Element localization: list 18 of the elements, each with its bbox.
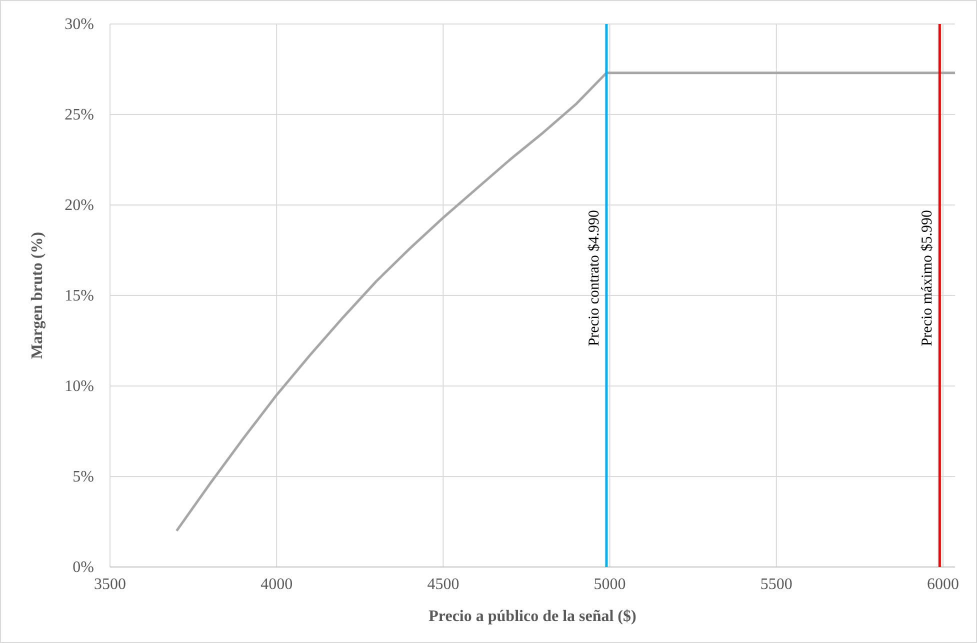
y-axis-title: Margen bruto (%) <box>29 232 46 360</box>
x-tick-label: 3500 <box>94 576 126 593</box>
y-tick-label: 20% <box>64 197 94 214</box>
x-tick-label: 4500 <box>427 576 460 593</box>
ref-line-label: Precio máximo $5.990 <box>920 210 936 346</box>
y-tick-label: 0% <box>72 559 94 576</box>
y-tick-label: 15% <box>64 288 94 304</box>
y-tick-label: 5% <box>72 468 94 486</box>
x-tick-label: 5500 <box>760 576 792 593</box>
y-tick-label: 25% <box>64 106 94 124</box>
x-tick-label: 4000 <box>260 576 293 593</box>
x-tick-label: 6000 <box>927 576 960 593</box>
x-axis-title: Precio a público de la señal ($) <box>428 608 636 625</box>
x-tick-label: 5000 <box>594 576 626 593</box>
ref-line-label: Precio contrato $4.990 <box>586 210 602 346</box>
line-series <box>175 72 956 532</box>
y-tick-label: 10% <box>64 378 94 395</box>
y-tick-label: 30% <box>64 16 94 33</box>
